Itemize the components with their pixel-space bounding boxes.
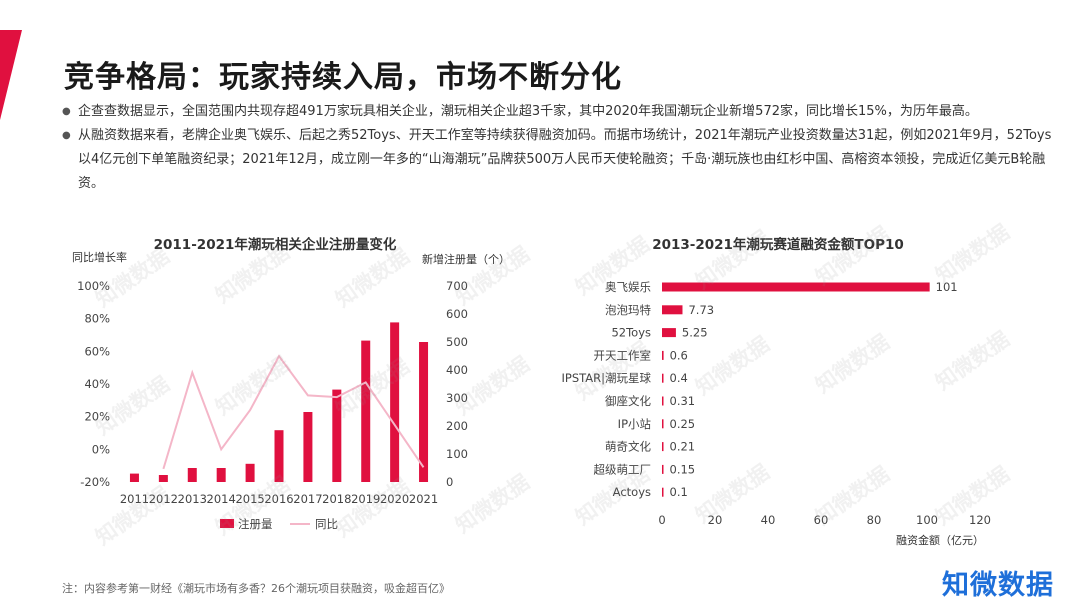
- category-label: 52Toys: [611, 326, 651, 340]
- funding-bar: [662, 487, 664, 497]
- right-tick-label: 0: [446, 475, 453, 489]
- legend-label-registrations: 注册量: [238, 517, 273, 531]
- registration-combo-chart: 2011-2021年潮玩相关企业注册量变化 同比增长率 新增注册量（个） 100…: [72, 236, 510, 531]
- x-tick-label: 2017: [293, 492, 322, 506]
- category-label: IP小站: [618, 417, 652, 431]
- registration-bar: [390, 322, 400, 482]
- x-tick-label: 100: [916, 513, 938, 527]
- registration-bar: [419, 342, 429, 482]
- x-tick-label: 80: [867, 513, 882, 527]
- x-tick-label: 2016: [264, 492, 293, 506]
- x-tick-label: 0: [658, 513, 665, 527]
- accent-tab: [0, 30, 22, 120]
- left-tick-label: 80%: [84, 312, 110, 326]
- left-tick-label: 40%: [84, 377, 110, 391]
- x-axis-label: 融资金额（亿元）: [896, 533, 984, 547]
- left-axis-label: 同比增长率: [72, 250, 127, 264]
- registration-bar: [361, 340, 371, 482]
- x-tick-label: 2014: [207, 492, 236, 506]
- bullet-item: ● 从融资数据来看，老牌企业奥飞娱乐、后起之秀52Toys、开天工作室等持续获得…: [62, 124, 1062, 196]
- legend-swatch-registrations: [220, 519, 234, 528]
- funding-bar: [662, 305, 683, 315]
- bullet-item: ● 企查查数据显示，全国范围内共现存超491万家玩具相关企业，潮玩相关企业超3千…: [62, 100, 1062, 124]
- funding-bar: [662, 442, 664, 452]
- bullet-dot-icon: ●: [62, 106, 71, 117]
- x-tick-label: 2020: [380, 492, 409, 506]
- page-title: 竞争格局：玩家持续入局，市场不断分化: [64, 60, 622, 95]
- registration-bar: [274, 430, 284, 482]
- left-tick-label: -20%: [80, 475, 110, 489]
- value-label: 0.31: [670, 394, 696, 408]
- funding-bar: [662, 350, 664, 360]
- funding-bar: [662, 396, 664, 406]
- category-label: 奥飞娱乐: [605, 280, 651, 294]
- bullet-list: ● 企查查数据显示，全国范围内共现存超491万家玩具相关企业，潮玩相关企业超3千…: [62, 100, 1062, 196]
- category-label: 萌奇文化: [605, 440, 651, 454]
- right-tick-label: 400: [446, 363, 468, 377]
- registration-bar: [129, 473, 139, 482]
- legend-label-yoy: 同比: [315, 517, 338, 531]
- funding-bar: [662, 464, 664, 474]
- x-tick-label: 2013: [178, 492, 207, 506]
- funding-bar: [662, 419, 664, 429]
- right-tick-label: 500: [446, 335, 468, 349]
- category-label: 御座文化: [605, 394, 651, 408]
- registration-bar: [303, 412, 313, 482]
- category-label: 泡泡玛特: [605, 303, 651, 317]
- bullet-text: 从融资数据来看，老牌企业奥飞娱乐、后起之秀52Toys、开天工作室等持续获得融资…: [78, 128, 1052, 191]
- value-label: 0.1: [670, 485, 688, 499]
- x-tick-label: 2012: [149, 492, 178, 506]
- registration-bar: [332, 389, 342, 482]
- x-tick-label: 20: [708, 513, 723, 527]
- left-tick-label: 60%: [84, 344, 110, 358]
- funding-bar: [662, 328, 676, 338]
- left-tick-label: 100%: [77, 279, 110, 293]
- right-tick-label: 700: [446, 279, 468, 293]
- chart-title: 2011-2021年潮玩相关企业注册量变化: [154, 236, 397, 253]
- category-label: Actoys: [613, 485, 651, 499]
- x-tick-label: 2021: [409, 492, 438, 506]
- value-label: 5.25: [682, 326, 708, 340]
- value-label: 0.4: [670, 371, 688, 385]
- value-label: 0.25: [670, 417, 696, 431]
- bullet-dot-icon: ●: [62, 130, 71, 141]
- funding-bar: [662, 282, 930, 292]
- registration-bar: [216, 468, 226, 482]
- funding-bar: [662, 373, 664, 383]
- x-tick-label: 120: [969, 513, 991, 527]
- footer-note: 注：内容参考第一财经《潮玩市场有多香？26个潮玩项目获融资，吸金超百亿》: [62, 582, 450, 595]
- x-tick-label: 2015: [235, 492, 264, 506]
- registration-bar: [187, 468, 197, 482]
- value-label: 0.21: [670, 440, 696, 454]
- value-label: 101: [936, 280, 958, 294]
- chart-title: 2013-2021年潮玩赛道融资金额TOP10: [652, 236, 904, 253]
- x-tick-label: 60: [814, 513, 829, 527]
- value-label: 0.6: [670, 348, 688, 362]
- x-tick-label: 40: [761, 513, 776, 527]
- right-axis-label: 新增注册量（个）: [422, 252, 510, 266]
- category-label: IPSTAR|潮玩星球: [562, 371, 652, 385]
- registration-bar: [158, 475, 168, 482]
- right-tick-label: 200: [446, 419, 468, 433]
- value-label: 7.73: [688, 303, 714, 317]
- right-tick-label: 600: [446, 307, 468, 321]
- x-tick-label: 2019: [351, 492, 380, 506]
- yoy-line: [162, 354, 425, 470]
- right-tick-label: 100: [446, 447, 468, 461]
- category-label: 超级萌工厂: [594, 462, 652, 476]
- brand-logo: 知微数据: [942, 570, 1054, 601]
- registration-bar: [245, 463, 255, 482]
- bullet-text: 企查查数据显示，全国范围内共现存超491万家玩具相关企业，潮玩相关企业超3千家，…: [78, 104, 978, 119]
- x-tick-label: 2018: [322, 492, 351, 506]
- right-tick-label: 300: [446, 391, 468, 405]
- category-label: 开天工作室: [594, 348, 652, 362]
- left-tick-label: 0%: [92, 442, 110, 456]
- left-tick-label: 20%: [84, 410, 110, 424]
- x-tick-label: 2011: [120, 492, 149, 506]
- value-label: 0.15: [670, 462, 696, 476]
